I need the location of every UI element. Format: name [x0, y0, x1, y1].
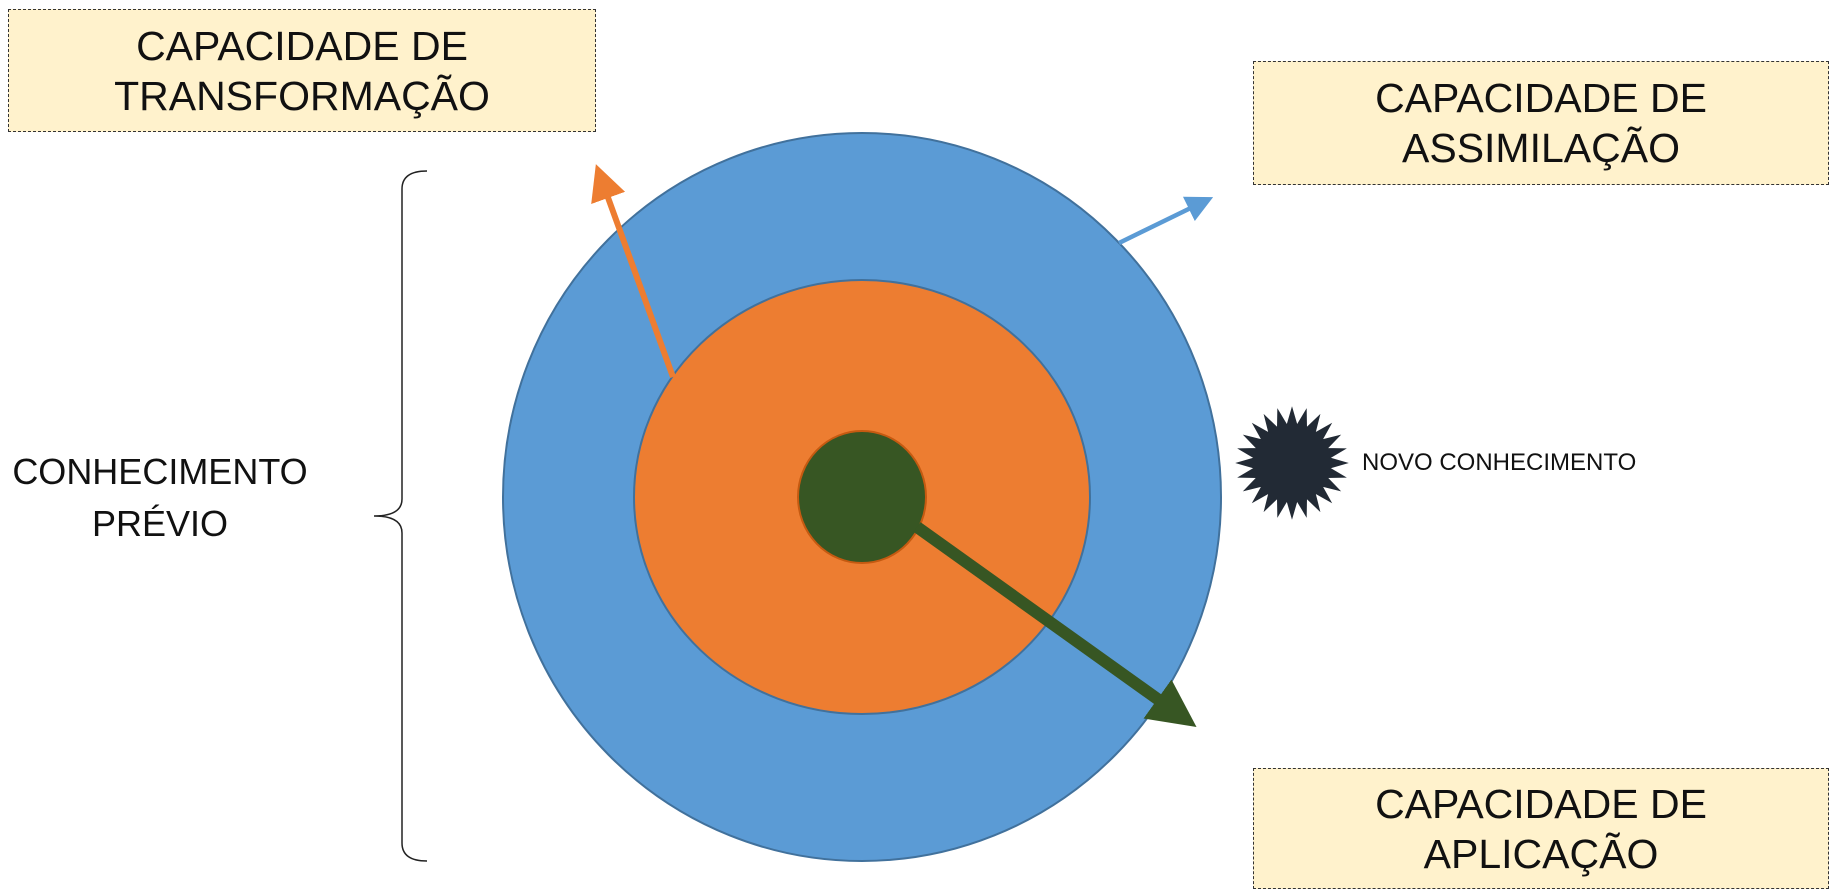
- box-capacidade-transformacao: CAPACIDADE DE TRANSFORMAÇÃO: [8, 9, 596, 132]
- box-capacidade-aplicacao: CAPACIDADE DE APLICAÇÃO: [1253, 768, 1829, 889]
- arrow-transformacao: [591, 164, 676, 379]
- curly-brace-icon: [373, 170, 428, 862]
- box-aplicacao-line2: APLICAÇÃO: [1423, 830, 1659, 877]
- label-conhecimento-previo-line1: CONHECIMENTO: [12, 451, 308, 492]
- label-conhecimento-previo: CONHECIMENTO PRÉVIO: [0, 446, 320, 550]
- starburst-icon: [1235, 406, 1349, 520]
- inner-circle-aplicacao: [797, 430, 927, 564]
- box-capacidade-assimilacao: CAPACIDADE DE ASSIMILAÇÃO: [1253, 61, 1829, 185]
- label-conhecimento-previo-line2: PRÉVIO: [91, 503, 229, 544]
- box-aplicacao-line1: CAPACIDADE DE: [1375, 780, 1707, 827]
- box-assimilacao-line1: CAPACIDADE DE: [1375, 75, 1707, 121]
- box-transformacao-line2: TRANSFORMAÇÃO: [114, 72, 490, 119]
- label-novo-conhecimento: NOVO CONHECIMENTO: [1362, 449, 1637, 476]
- box-assimilacao-line2: ASSIMILAÇÃO: [1402, 125, 1680, 171]
- arrow-assimilacao: [1118, 196, 1214, 246]
- arrow-aplicacao: [913, 522, 1197, 727]
- box-transformacao-line1: CAPACIDADE DE: [136, 22, 468, 69]
